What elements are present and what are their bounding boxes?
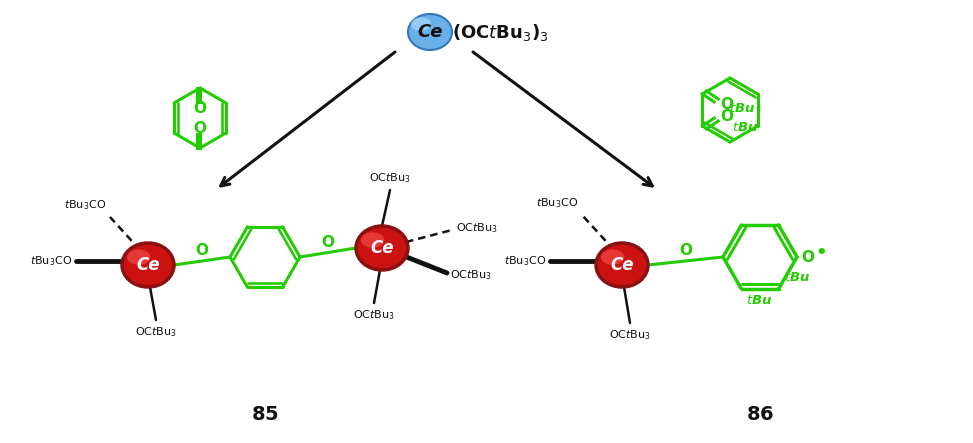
- Text: $\mathbf{85}$: $\mathbf{85}$: [251, 405, 279, 424]
- Text: Ce: Ce: [136, 256, 160, 274]
- Text: OC$t$Bu$_3$: OC$t$Bu$_3$: [456, 221, 498, 235]
- Text: OC$t$Bu$_3$: OC$t$Bu$_3$: [450, 268, 492, 282]
- Text: OC$t$Bu$_3$: OC$t$Bu$_3$: [369, 171, 411, 185]
- Text: OC$t$Bu$_3$: OC$t$Bu$_3$: [353, 308, 395, 322]
- Text: O: O: [194, 101, 206, 116]
- Text: O: O: [720, 97, 734, 112]
- Text: O: O: [801, 249, 814, 264]
- Ellipse shape: [361, 233, 384, 248]
- Text: Ce: Ce: [417, 23, 443, 41]
- Text: $\mathbf{86}$: $\mathbf{86}$: [746, 405, 775, 424]
- Text: Ce: Ce: [371, 239, 394, 257]
- Ellipse shape: [122, 243, 174, 287]
- Text: $t$Bu: $t$Bu: [732, 121, 758, 134]
- Text: •: •: [815, 244, 827, 262]
- Text: OC$t$Bu$_3$: OC$t$Bu$_3$: [609, 328, 651, 342]
- Ellipse shape: [596, 243, 648, 287]
- Ellipse shape: [408, 14, 452, 50]
- Text: $t$Bu: $t$Bu: [730, 102, 756, 115]
- Text: $t$Bu$_3$CO: $t$Bu$_3$CO: [536, 196, 578, 210]
- Text: O: O: [321, 234, 335, 249]
- Text: $t$Bu$_3$CO: $t$Bu$_3$CO: [504, 254, 546, 268]
- Ellipse shape: [601, 249, 625, 265]
- Text: (OC$t$Bu$_3$)$_3$: (OC$t$Bu$_3$)$_3$: [452, 22, 549, 43]
- Text: $t$Bu$_3$CO: $t$Bu$_3$CO: [30, 254, 72, 268]
- Text: $t$Bu$_3$CO: $t$Bu$_3$CO: [63, 198, 106, 212]
- Text: OC$t$Bu$_3$: OC$t$Bu$_3$: [135, 325, 177, 339]
- Text: O: O: [679, 243, 692, 258]
- Ellipse shape: [126, 249, 151, 265]
- Ellipse shape: [412, 17, 431, 31]
- Text: O: O: [194, 120, 206, 136]
- Text: $t$Bu: $t$Bu: [746, 294, 773, 307]
- Ellipse shape: [356, 226, 408, 270]
- Text: $t$Bu: $t$Bu: [783, 271, 810, 284]
- Text: O: O: [196, 243, 208, 258]
- Text: Ce: Ce: [610, 256, 633, 274]
- Text: O: O: [720, 109, 734, 124]
